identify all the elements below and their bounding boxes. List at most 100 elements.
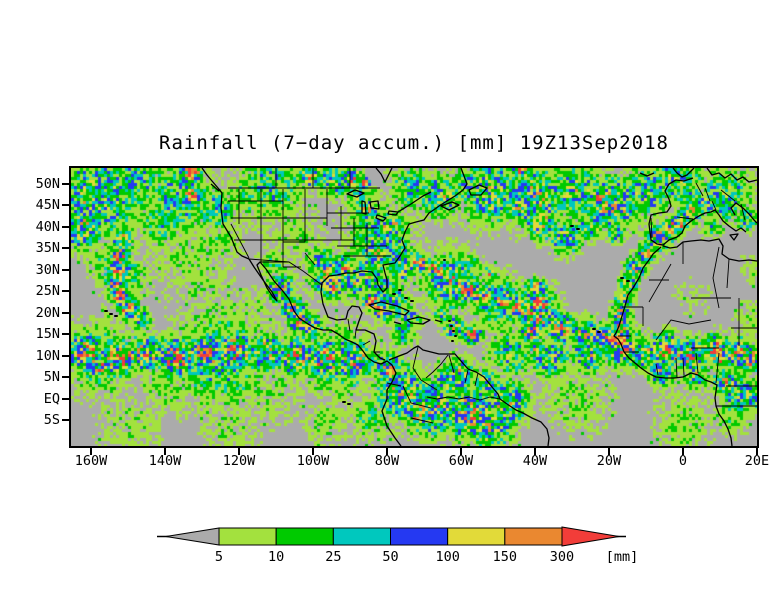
y-axis-tick (62, 204, 69, 207)
galapagos-islands (342, 401, 351, 405)
y-axis-tick (62, 333, 69, 336)
us-canada-border (228, 168, 380, 189)
uk-coast-fragment (672, 168, 695, 178)
x-axis-label: 40W (522, 453, 548, 469)
sicily-island (729, 233, 739, 241)
x-axis-tick (90, 448, 92, 455)
baltic-coast-fragment (706, 168, 757, 183)
canary-islands (620, 277, 630, 282)
x-axis-label: 20W (596, 453, 622, 469)
y-axis-label: 10N (35, 347, 60, 364)
cuba-island (368, 301, 410, 316)
x-axis-label: 80W (374, 453, 400, 469)
x-axis-label: 160W (74, 453, 108, 469)
x-axis-tick (386, 448, 388, 455)
hudson-bay-coast (375, 168, 393, 183)
x-axis-tick (608, 448, 610, 455)
south-america-coast (388, 345, 550, 446)
y-axis-tick (62, 397, 69, 400)
colorbar-value-label: 25 (325, 549, 342, 565)
amazon-river (426, 396, 501, 401)
europe-coast (648, 177, 747, 246)
vancouver-island (210, 183, 220, 192)
st-lawrence-river (397, 191, 432, 213)
ireland-coast-fragment (639, 172, 655, 177)
us-state-borders (228, 189, 391, 268)
y-axis-label: 50N (35, 176, 60, 192)
y-axis-label: 5N (43, 369, 60, 386)
cape-verde-islands (592, 328, 601, 333)
newfoundland-island (468, 184, 488, 196)
x-axis-tick (534, 448, 536, 455)
nova-scotia-island (440, 201, 460, 211)
adriatic-balkan-coast (730, 202, 757, 224)
colorbar-below-min-arrow (165, 527, 220, 546)
x-axis-tick (460, 448, 462, 455)
colorbar-segments (218, 527, 563, 546)
lesser-antilles-islands (448, 320, 457, 342)
small-islands-group (104, 225, 630, 405)
x-axis-label: 20E (744, 453, 770, 469)
y-axis-label: 40N (35, 218, 60, 235)
y-axis-label: EQ (43, 390, 60, 407)
colorbar-above-max-arrow (561, 526, 620, 547)
y-axis-tick (62, 354, 69, 357)
x-axis-label: 60W (448, 453, 474, 469)
y-axis-tick (62, 418, 69, 421)
y-axis-label: 35N (35, 240, 60, 257)
africa-borders (618, 242, 757, 407)
azores-islands (570, 225, 580, 230)
africa-north-coast (662, 238, 757, 262)
us-mexico-border (248, 258, 323, 286)
colorbar-segment (447, 527, 506, 546)
y-axis-label: 20N (35, 304, 60, 321)
y-axis-label: 45N (35, 197, 60, 214)
map-frame (69, 166, 759, 448)
x-axis-label: 100W (296, 453, 330, 469)
colorbar-segment (275, 527, 334, 546)
colorbar (157, 526, 626, 547)
x-axis-tick (312, 448, 314, 455)
hawaii-islands (104, 310, 118, 317)
colorbar-value-label: 150 (492, 549, 518, 565)
bahamas-islands (392, 289, 414, 302)
colorbar-segment (390, 527, 449, 546)
lake-ontario (387, 210, 399, 216)
x-axis-tick (682, 448, 684, 455)
lake-erie (375, 214, 387, 222)
jamaica-island (393, 321, 402, 325)
y-axis-tick (62, 183, 69, 185)
x-axis-label: 140W (148, 453, 182, 469)
colorbar-segment (332, 527, 392, 546)
x-axis-label: 120W (222, 453, 256, 469)
africa-west-coast (613, 246, 733, 446)
lake-huron (369, 200, 380, 210)
colorbar-value-label: 10 (268, 549, 285, 565)
y-axis-label: 30N (35, 261, 60, 278)
y-axis-label: 25N (35, 283, 60, 300)
puerto-rico-island (434, 319, 443, 323)
border-group (228, 168, 757, 424)
north-america-west-coast (201, 168, 402, 446)
plot-title: Rainfall (7−day accum.) [mm] 19Z13Sep201… (159, 132, 669, 154)
colorbar-segment (504, 527, 563, 546)
y-axis-tick (62, 311, 69, 314)
colorbar-value-label: 5 (214, 549, 224, 565)
x-axis-tick (164, 448, 166, 455)
orinoco-river (425, 354, 449, 379)
central-america-borders (347, 318, 380, 353)
lake-superior (346, 189, 365, 198)
north-america-east-coast (320, 168, 468, 361)
y-axis-tick (62, 247, 69, 250)
coastlines-overlay (104, 168, 757, 446)
colorbar-value-label: 300 (549, 549, 575, 565)
x-axis-tick (238, 448, 240, 455)
hispaniola-island (406, 316, 431, 325)
colorbar-unit-label: [mm] (605, 549, 639, 565)
colorbar-segment (218, 527, 277, 546)
south-america-borders (386, 346, 479, 424)
y-axis-tick (62, 225, 69, 228)
y-axis-tick (62, 290, 69, 293)
x-axis-label: 0 (678, 453, 688, 469)
